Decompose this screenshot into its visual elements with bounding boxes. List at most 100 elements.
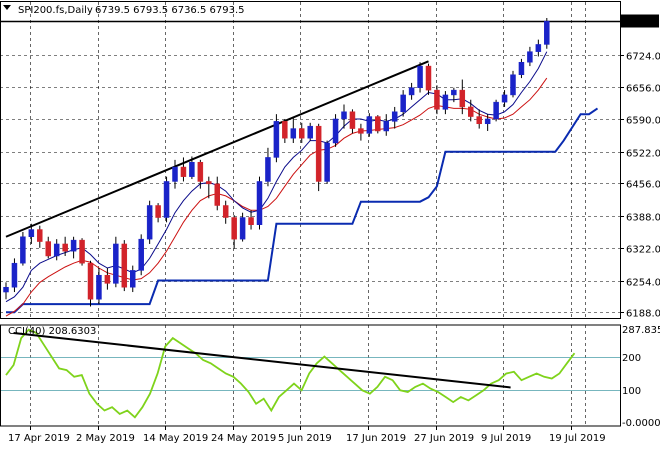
price-tick-label: 6254.0 bbox=[626, 278, 660, 289]
candle bbox=[375, 115, 381, 134]
candle bbox=[493, 99, 499, 122]
candle bbox=[476, 109, 482, 129]
bear-candle-body bbox=[434, 89, 440, 110]
price-tick-label: 6656.0 bbox=[626, 84, 660, 95]
candle bbox=[37, 225, 43, 248]
bull-candle-body bbox=[256, 181, 263, 225]
candle bbox=[189, 156, 195, 180]
candle bbox=[501, 90, 508, 107]
current-price-label: 6793.5 bbox=[624, 18, 659, 29]
bull-candle-body bbox=[11, 262, 18, 288]
current-price-tag bbox=[621, 14, 659, 28]
candle bbox=[273, 114, 280, 163]
bear-candle-body bbox=[79, 239, 85, 264]
chart-collapse-icon[interactable] bbox=[3, 5, 11, 10]
candle bbox=[299, 122, 305, 143]
cci-trendline bbox=[13, 332, 511, 389]
candle bbox=[45, 236, 51, 259]
bull-candle-body bbox=[189, 161, 195, 177]
bull-candle-body bbox=[391, 111, 398, 122]
slow-moving-average bbox=[5, 77, 548, 317]
candle bbox=[79, 238, 85, 266]
bull-candle-body bbox=[442, 94, 449, 110]
candle bbox=[544, 18, 550, 49]
date-label: 17 Jun 2019 bbox=[346, 433, 406, 444]
candle bbox=[451, 87, 457, 103]
bull-candle-body bbox=[3, 286, 9, 293]
candle bbox=[282, 118, 288, 143]
price-panel-frame bbox=[0, 1, 621, 319]
candle bbox=[104, 268, 111, 290]
candle bbox=[70, 236, 77, 259]
candle bbox=[138, 234, 144, 276]
bull-candle-body bbox=[510, 74, 516, 96]
date-label: 2 May 2019 bbox=[76, 433, 135, 444]
candle bbox=[265, 147, 271, 187]
bull-candle-body bbox=[400, 94, 406, 113]
bull-candle-body bbox=[518, 61, 525, 75]
bear-candle-body bbox=[299, 128, 305, 139]
bull-candle-body bbox=[501, 94, 508, 103]
bull-candle-body bbox=[332, 118, 339, 144]
bull-candle-body bbox=[163, 181, 170, 218]
bear-candle-body bbox=[231, 217, 237, 240]
cci-axis-label: 287.8357 bbox=[622, 325, 660, 336]
candle bbox=[332, 114, 339, 147]
candle bbox=[442, 91, 449, 115]
candle bbox=[391, 106, 398, 129]
candle bbox=[96, 268, 102, 305]
candle bbox=[130, 265, 136, 293]
stop-line bbox=[6, 107, 599, 314]
cci-axis-label: 100 bbox=[622, 386, 641, 397]
candle bbox=[180, 157, 187, 182]
bull-candle-body bbox=[383, 121, 389, 132]
grid-lines bbox=[0, 2, 620, 426]
price-tick-label: 6322.0 bbox=[626, 245, 660, 256]
bull-candle-body bbox=[451, 89, 457, 96]
candle bbox=[248, 210, 254, 230]
candle bbox=[239, 212, 246, 242]
candle bbox=[535, 39, 542, 57]
bull-candle-body bbox=[290, 128, 297, 139]
candle bbox=[417, 62, 423, 93]
candle bbox=[408, 82, 415, 100]
cci-panel[interactable] bbox=[0, 328, 620, 419]
bull-candle-body bbox=[408, 87, 415, 96]
candle bbox=[20, 231, 26, 266]
date-label: 5 Jun 2019 bbox=[278, 433, 332, 444]
price-panel[interactable] bbox=[0, 18, 620, 317]
fast-moving-average bbox=[5, 51, 548, 303]
date-label: 19 Jul 2019 bbox=[549, 433, 606, 444]
candle bbox=[113, 236, 119, 288]
bull-candle-body bbox=[96, 274, 102, 300]
bull-candle-body bbox=[28, 229, 35, 238]
candle bbox=[425, 63, 432, 95]
candle bbox=[28, 223, 35, 244]
bull-candle-body bbox=[366, 116, 373, 134]
candle bbox=[146, 200, 153, 244]
bear-candle-body bbox=[476, 116, 482, 125]
bull-candle-body bbox=[239, 217, 246, 240]
bear-candle-body bbox=[45, 241, 51, 257]
bull-candle-body bbox=[527, 51, 533, 63]
cci-line bbox=[5, 328, 576, 419]
bear-candle-body bbox=[197, 161, 204, 182]
candle bbox=[222, 200, 229, 224]
candle bbox=[62, 236, 68, 256]
candle bbox=[206, 176, 212, 199]
ohlc-readout: 6739.5 6793.5 6736.5 6793.5 bbox=[95, 5, 245, 16]
bull-candle-body bbox=[70, 239, 77, 252]
bull-candle-body bbox=[341, 111, 347, 120]
bear-candle-body bbox=[315, 125, 322, 182]
bull-candle-body bbox=[138, 238, 144, 271]
bear-candle-body bbox=[468, 106, 474, 117]
bear-candle-body bbox=[104, 274, 111, 284]
candle bbox=[11, 258, 18, 293]
candle bbox=[400, 90, 406, 117]
candle bbox=[324, 140, 330, 184]
candle bbox=[341, 104, 347, 129]
bear-candle-body bbox=[248, 217, 254, 225]
candle bbox=[231, 215, 237, 249]
price-tick-label: 6590.0 bbox=[626, 116, 660, 127]
